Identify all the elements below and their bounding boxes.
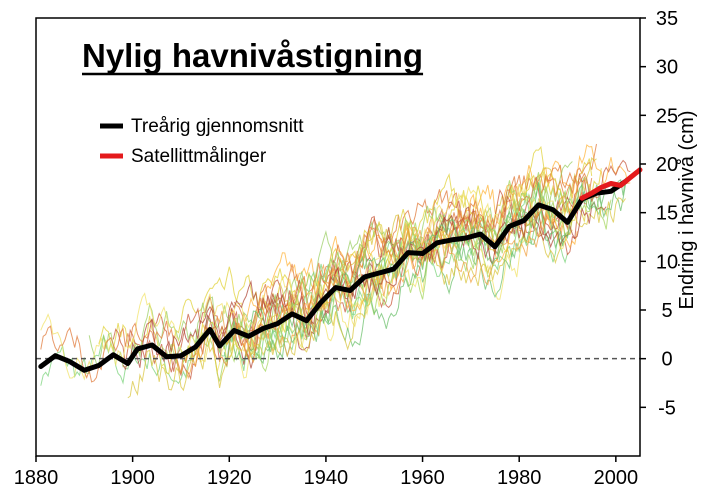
x-tick-label: 1920	[207, 467, 252, 489]
series-line-satellite	[579, 167, 643, 201]
x-axis: 1880 1900 1920 1940 1960 1980 2000	[14, 456, 638, 489]
y-tick-label: 35	[656, 8, 678, 30]
x-tick-label: 1980	[497, 467, 542, 489]
plot-frame	[35, 17, 641, 457]
y-tick-label: 0	[661, 349, 672, 371]
y-tick-label: 5	[661, 300, 672, 322]
y-tick-label: 15	[656, 203, 678, 225]
tide-gauge-trace	[40, 172, 593, 383]
tide-gauge-trace	[122, 200, 607, 371]
y-axis: -5 0 5 10 15 20 25 30 35	[640, 8, 678, 419]
series-line-average	[38, 179, 628, 373]
x-tick-label: 2000	[594, 467, 639, 489]
y-tick-label: 30	[656, 57, 678, 79]
legend: Treårig gjennomsnitt Satellittmålinger	[100, 116, 304, 167]
y-tick-label: 25	[656, 105, 678, 127]
legend-label-average: Treårig gjennomsnitt	[131, 116, 304, 137]
y-tick-label: 20	[656, 154, 678, 176]
tide-gauge-trace	[112, 159, 631, 373]
legend-label-satellite: Satellittmålinger	[131, 146, 267, 167]
x-tick-label: 1940	[304, 467, 349, 489]
y-axis-label: Endring i havnivå (cm)	[676, 111, 698, 310]
data-lines	[38, 167, 643, 373]
x-tick-label: 1900	[110, 467, 155, 489]
tide-gauge-trace	[267, 176, 602, 341]
x-tick-label: 1880	[14, 467, 59, 489]
x-tick-label: 1960	[400, 467, 445, 489]
chart-title: Nylig havnivåstigning	[82, 37, 423, 74]
y-tick-label: -5	[658, 397, 676, 419]
tide-gauge-trace	[223, 177, 626, 363]
y-tick-label: 10	[656, 251, 678, 273]
